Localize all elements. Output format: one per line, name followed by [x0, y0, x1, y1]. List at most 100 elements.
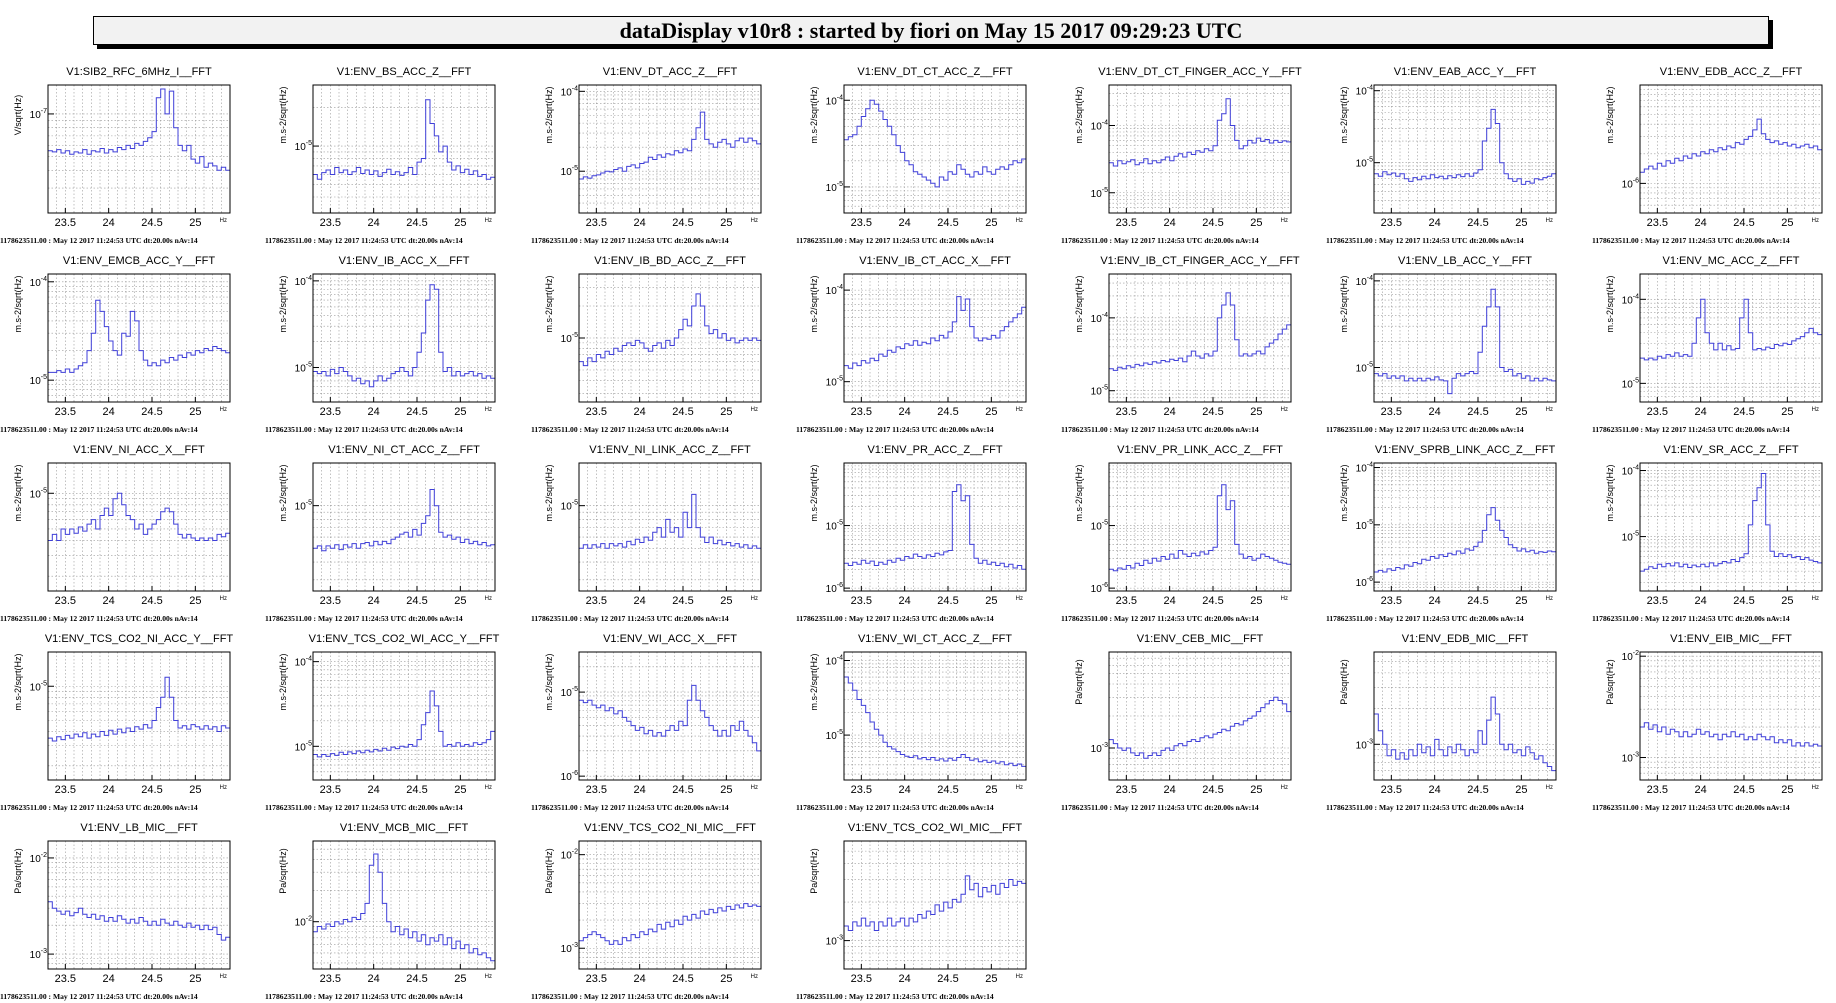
plot-frame	[1639, 84, 1823, 214]
y-tick-label: 10-5	[826, 729, 843, 742]
y-axis-label: m.s-2/sqrt(Hz)	[278, 87, 288, 144]
x-tick-label: 24	[1164, 217, 1176, 229]
x-tick-label: 23.5	[1381, 406, 1402, 418]
chart-title: V1:ENV_SPRB_LINK_ACC_Z__FFT	[1375, 444, 1556, 456]
chart-title: V1:ENV_MCB_MIC__FFT	[340, 822, 469, 834]
footer-stamp: 1178623511.00 : May 12 2017 11:24:53 UTC…	[1592, 236, 1790, 245]
x-axis-unit: Hz	[1016, 785, 1023, 791]
x-tick-label: 23.5	[586, 406, 607, 418]
x-axis-unit: Hz	[1812, 596, 1819, 602]
footer-stamp: 1178623511.00 : May 12 2017 11:24:53 UTC…	[796, 425, 994, 434]
x-tick-label: 24	[368, 595, 380, 607]
x-tick-label: 23.5	[320, 217, 341, 229]
x-tick-label: 23.5	[320, 595, 341, 607]
series-line	[48, 492, 230, 541]
x-tick-label: 23.5	[586, 217, 607, 229]
y-tick-label: 10-4	[1356, 275, 1373, 288]
footer-stamp: 1178623511.00 : May 12 2017 11:24:53 UTC…	[796, 992, 994, 1001]
x-tick-label: 24.5	[1733, 595, 1754, 607]
footer-stamp: 1178623511.00 : May 12 2017 11:24:53 UTC…	[1326, 614, 1524, 623]
x-tick-label: 25	[1250, 595, 1262, 607]
plot-frame	[578, 84, 762, 214]
chart-title: V1:ENV_TCS_CO2_NI_ACC_Y__FFT	[45, 633, 234, 645]
x-tick-label: 23.5	[1116, 406, 1137, 418]
footer-stamp: 1178623511.00 : May 12 2017 11:24:53 UTC…	[265, 425, 463, 434]
series-line	[1109, 98, 1291, 167]
chart-title: V1:ENV_EIB_MIC__FFT	[1670, 633, 1792, 645]
x-tick-label: 24.5	[672, 973, 693, 985]
x-axis-unit: Hz	[751, 785, 758, 791]
footer-stamp: 1178623511.00 : May 12 2017 11:24:53 UTC…	[1592, 614, 1790, 623]
plot-frame	[578, 840, 762, 970]
footer-stamp: 1178623511.00 : May 12 2017 11:24:53 UTC…	[265, 803, 463, 812]
y-tick-label: 10-2	[295, 916, 312, 929]
y-axis-label: m.s-2/sqrt(Hz)	[1074, 87, 1084, 144]
footer-stamp: 1178623511.00 : May 12 2017 11:24:53 UTC…	[1061, 803, 1259, 812]
x-tick-label: 24.5	[937, 595, 958, 607]
x-tick-label: 23.5	[1381, 784, 1402, 796]
y-axis-label: m.s-2/sqrt(Hz)	[809, 465, 819, 522]
plot-frame	[312, 651, 496, 781]
plot-frame	[1639, 462, 1823, 592]
footer-stamp: 1178623511.00 : May 12 2017 11:24:53 UTC…	[796, 614, 994, 623]
y-axis-label: Pa/sqrt(Hz)	[1074, 659, 1084, 705]
y-axis-label: m.s-2/sqrt(Hz)	[544, 654, 554, 711]
chart-panel: V1:ENV_DT_CT_FINGER_ACC_Y__FFT 23.5 24 24.5…	[1061, 66, 1302, 245]
x-tick-label: 23.5	[586, 973, 607, 985]
plot-frame	[312, 840, 496, 970]
x-axis-unit: Hz	[220, 974, 227, 980]
series-line	[844, 875, 1026, 931]
chart-panel: V1:ENV_SPRB_LINK_ACC_Z__FFT 23.5 24 24.5 25 H…	[1326, 444, 1557, 623]
x-tick-label: 24.5	[1202, 217, 1223, 229]
y-tick-label: 10-5	[30, 487, 47, 500]
chart-title: V1:ENV_EDB_MIC__FFT	[1402, 633, 1529, 645]
y-tick-label: 10-4	[30, 276, 47, 289]
x-tick-label: 23.5	[851, 217, 872, 229]
chart-panel: V1:ENV_BS_ACC_Z__FFT 23.5 24 24.5 25 Hz 10-5 m.…	[265, 66, 496, 245]
y-tick-label: 10-4	[826, 284, 843, 297]
y-axis-label: Pa/sqrt(Hz)	[544, 848, 554, 894]
y-tick-label: 10-3	[826, 935, 843, 948]
y-tick-label: 10-5	[295, 740, 312, 753]
x-tick-label: 23.5	[851, 973, 872, 985]
y-axis-label: m.s-2/sqrt(Hz)	[13, 465, 23, 522]
x-tick-label: 24	[1429, 217, 1441, 229]
plot-frame	[1639, 273, 1823, 403]
x-tick-label: 23.5	[851, 784, 872, 796]
y-tick-label: 10-2	[561, 849, 578, 862]
x-tick-label: 24	[634, 973, 646, 985]
y-axis-label: m.s-2/sqrt(Hz)	[278, 465, 288, 522]
chart-panel: V1:ENV_DT_ACC_Z__FFT 23.5 24 24.5 25 Hz 10-5 10…	[531, 66, 762, 245]
chart-title: V1:ENV_WI_CT_ACC_Z__FFT	[858, 633, 1012, 645]
chart-title: V1:ENV_NI_ACC_X__FFT	[73, 444, 205, 456]
x-tick-label: 24	[634, 595, 646, 607]
x-tick-label: 24	[103, 217, 115, 229]
plot-frame	[1108, 651, 1292, 781]
series-line	[844, 484, 1026, 570]
x-tick-label: 24	[1429, 595, 1441, 607]
x-tick-label: 23.5	[1647, 784, 1668, 796]
chart-panel: V1:ENV_CEB_MIC__FFT 23.5 24 24.5 25 Hz 10-3 Pa/…	[1061, 633, 1292, 812]
x-tick-label: 24.5	[141, 973, 162, 985]
footer-stamp: 1178623511.00 : May 12 2017 11:24:53 UTC…	[265, 992, 463, 1001]
x-tick-label: 24.5	[1467, 406, 1488, 418]
chart-panel: V1:ENV_LB_ACC_Y__FFT 23.5 24 24.5 25 Hz 10-5 10…	[1326, 255, 1557, 434]
chart-panel: V1:ENV_EIB_MIC__FFT 23.5 24 24.5 25 Hz 10-3 10-…	[1592, 633, 1823, 812]
chart-panel: V1:ENV_IB_CT_FINGER_ACC_Y__FFT 23.5 24 24.5…	[1061, 255, 1300, 434]
x-axis-unit: Hz	[751, 407, 758, 413]
footer-stamp: 1178623511.00 : May 12 2017 11:24:53 UTC…	[531, 236, 729, 245]
x-tick-label: 24	[1695, 784, 1707, 796]
x-tick-label: 23.5	[55, 784, 76, 796]
x-axis-unit: Hz	[220, 785, 227, 791]
x-axis-unit: Hz	[1546, 407, 1553, 413]
plot-frame	[1108, 462, 1292, 592]
x-tick-label: 24	[368, 973, 380, 985]
x-tick-label: 24	[368, 784, 380, 796]
plot-frame	[1373, 462, 1557, 592]
y-axis-label: m.s-2/sqrt(Hz)	[1339, 276, 1349, 333]
y-tick-label: 10-5	[295, 500, 312, 513]
x-axis-unit: Hz	[751, 974, 758, 980]
x-tick-label: 25	[189, 784, 201, 796]
y-tick-label: 10-4	[826, 94, 843, 107]
chart-title: V1:ENV_NI_LINK_ACC_Z__FFT	[589, 444, 751, 456]
